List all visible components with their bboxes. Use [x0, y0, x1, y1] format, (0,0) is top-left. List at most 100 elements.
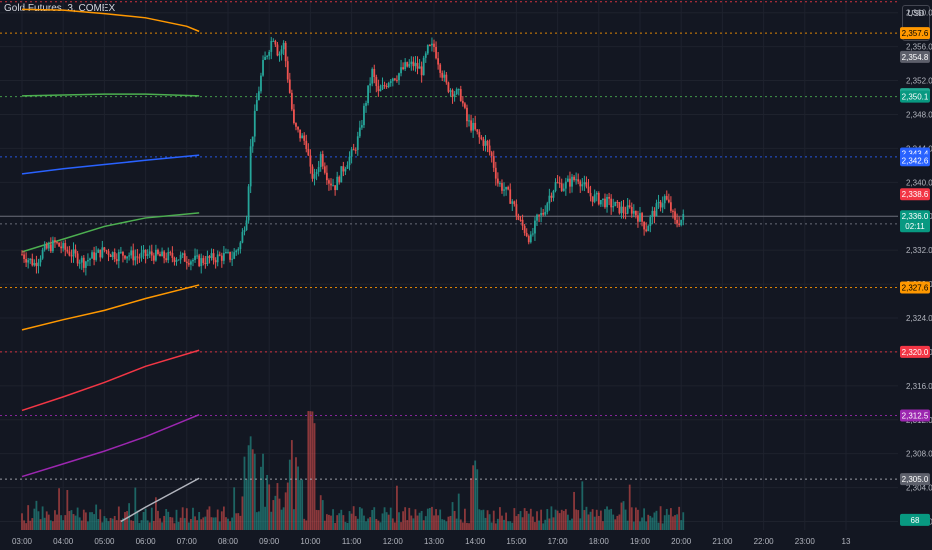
volume-bar [150, 507, 153, 530]
candle-body [27, 260, 30, 263]
price-marker-box [900, 473, 930, 486]
volume-bar [49, 520, 52, 530]
volume-bar [672, 516, 674, 530]
volume-bar [336, 515, 339, 530]
candle-body [262, 59, 264, 76]
volume-bar [338, 513, 341, 530]
volume-bar [461, 522, 464, 530]
price-axis[interactable]: 2,300.02,304.02,308.02,312.02,316.02,320… [906, 9, 932, 527]
volume-bar [492, 510, 495, 530]
candle-body [299, 129, 301, 139]
volume-bar [45, 511, 48, 530]
candle-body [309, 155, 312, 167]
candle-body [313, 174, 316, 179]
volume-bar [371, 509, 374, 530]
volume-bar [632, 521, 635, 530]
candle-body [181, 253, 184, 255]
candle-body [140, 252, 143, 258]
candle-body [245, 220, 248, 231]
candle-body [93, 252, 95, 260]
band-lines [21, 8, 200, 523]
candle-body [569, 178, 571, 187]
volume-bar [676, 514, 678, 530]
candle-body [115, 259, 118, 262]
volume-bar [486, 510, 489, 530]
y-tick-label: 2,360.0 [906, 9, 932, 18]
volume-bar [84, 512, 87, 530]
volume-bar [109, 517, 112, 530]
candle-body [379, 89, 382, 92]
candle-body [33, 263, 36, 266]
volume-bar [342, 515, 345, 530]
candle-body [649, 216, 652, 227]
candle-body [303, 135, 306, 141]
candle-body [484, 140, 487, 146]
volume-bar [443, 519, 446, 530]
volume-bar [575, 509, 578, 530]
volume-bar [220, 511, 223, 530]
volume-bar [80, 520, 83, 530]
candle-body [634, 211, 637, 216]
candle-body [575, 179, 578, 181]
last-price-box [900, 210, 930, 233]
candle-body [387, 83, 390, 87]
last-price-label: 2,336.0 [902, 212, 929, 221]
candle-body [342, 166, 345, 172]
candle-body [37, 262, 40, 267]
candle-body [128, 255, 131, 257]
candle-body [216, 254, 219, 263]
time-axis[interactable]: 03:00 04:00 05:00 06:00 07:00 08:00 09:00 10:00… [12, 537, 851, 546]
volume-bar [214, 517, 217, 530]
volume-bar [41, 506, 44, 530]
currency-label: USD [907, 9, 925, 18]
candle-body [583, 182, 586, 185]
band-line [21, 212, 200, 253]
volume-bar [243, 456, 246, 530]
candle-body [41, 249, 44, 259]
candle-body [155, 249, 157, 261]
candle-body [517, 215, 520, 220]
candle-body [381, 85, 384, 90]
candle-body [492, 156, 495, 168]
candle-body [663, 196, 666, 204]
price-marker-label: 68 [911, 516, 920, 525]
candle-body [418, 66, 421, 69]
candle-body [523, 225, 526, 233]
volume-bar [439, 509, 442, 530]
candle-body [66, 249, 69, 252]
volume-bar [651, 517, 654, 530]
candle-body [455, 89, 458, 95]
volume-bar [325, 514, 328, 530]
candle-body [661, 203, 664, 208]
volume-bar [76, 507, 79, 530]
volume-bar [136, 510, 139, 530]
volume-bar [134, 487, 137, 530]
volume-bar [258, 511, 260, 530]
volume-bar [585, 506, 588, 530]
candle-body [558, 182, 561, 184]
candle-body [212, 253, 215, 261]
volume-bar [670, 508, 672, 530]
volume-bar [218, 521, 221, 530]
candle-body [56, 242, 58, 244]
candle-body [645, 229, 648, 232]
volume-bar [579, 518, 582, 530]
candle-body [560, 183, 563, 191]
volume-bar [124, 512, 126, 530]
y-tick-label: 2,340.0 [906, 178, 932, 187]
candle-body [99, 249, 102, 258]
price-marker-label: 2,354.8 [902, 53, 929, 62]
candle-body [641, 213, 643, 222]
candle-body [624, 212, 627, 214]
candle-body [542, 212, 545, 215]
volume-bar [126, 511, 128, 530]
candle-body [187, 263, 190, 265]
candle-body [325, 172, 328, 181]
candle-body [552, 190, 555, 198]
candle-body [124, 255, 126, 259]
candle-body [295, 123, 297, 127]
candle-body [270, 40, 273, 52]
volume-bar [299, 480, 301, 530]
candle-body [437, 58, 440, 65]
